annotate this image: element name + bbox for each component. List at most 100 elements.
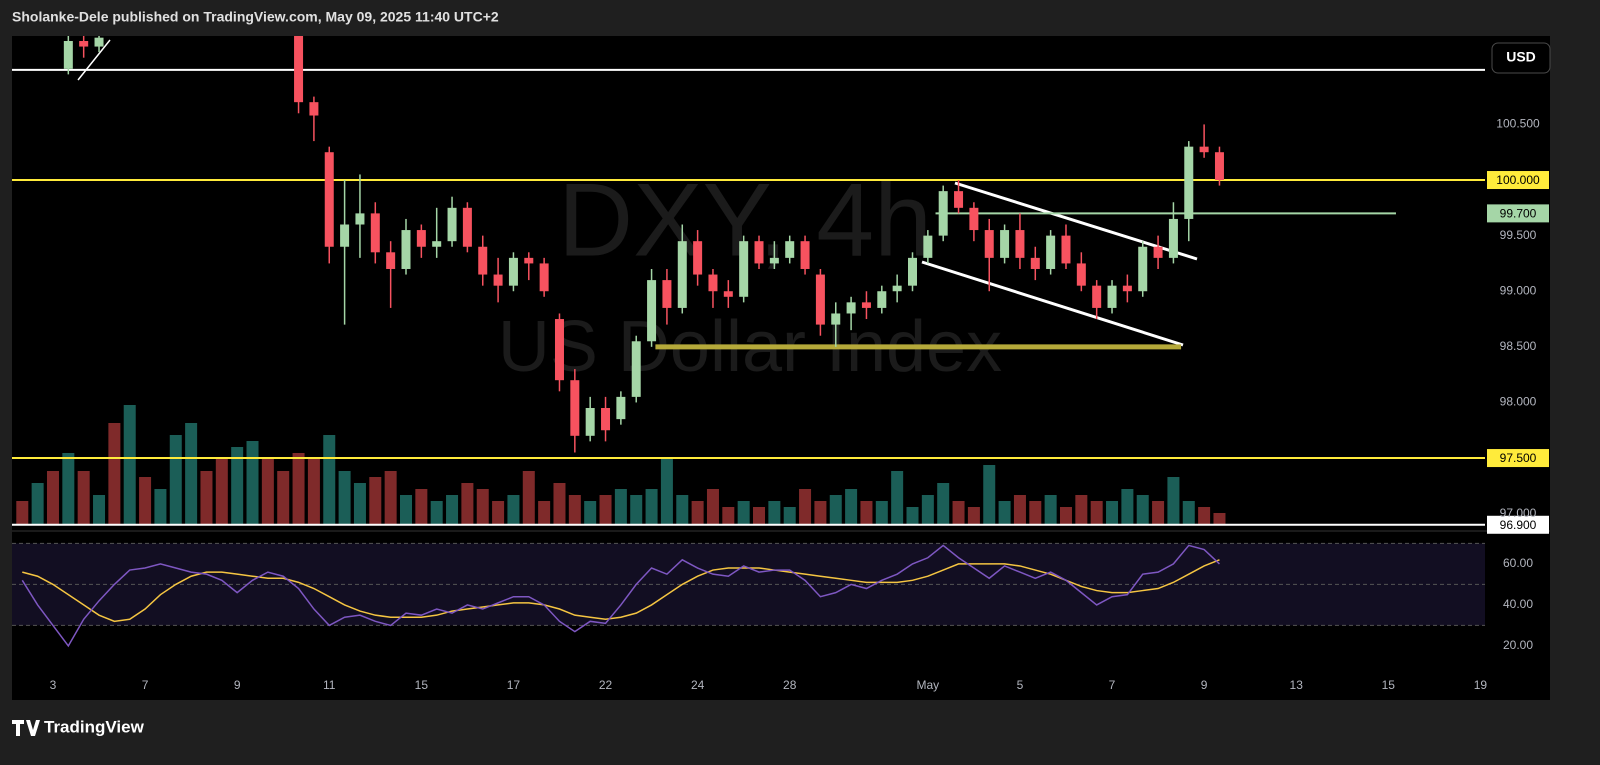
candle-body [1184,146,1194,219]
currency-button[interactable] [1491,42,1551,74]
level-label-box [1487,171,1549,190]
x-tick-label: 22 [599,678,613,692]
volume-bar [1090,501,1103,525]
volume-bar [399,495,412,525]
volume-bar [676,495,689,525]
footer-brand: TradingView [44,717,145,736]
volume-bar [246,441,259,525]
candle-body [723,291,733,297]
candle-body [493,274,503,286]
volume-bar [77,471,90,525]
rsi-tick-label: 20.00 [1503,638,1533,652]
candle-body [800,241,810,269]
candle-body [432,241,442,247]
rsi-pane [12,542,1485,648]
y-tick-label: 98.500 [1500,339,1537,353]
candle-body [79,41,89,47]
volume-bar [430,501,443,525]
y-tick-label: 99.000 [1500,283,1537,297]
volume-bar [814,501,827,525]
volume-bar [108,423,121,525]
candle-body [462,207,472,247]
volume-bar [553,483,566,525]
candle-body [1061,235,1071,264]
x-tick-label: 24 [691,678,705,692]
volume-bar [31,483,44,525]
volume-bar [1044,495,1057,525]
x-tick-label: May [917,678,940,692]
candle-body [1015,230,1025,258]
candle-body [324,152,334,247]
volume-bar [722,507,735,525]
volume-bar [584,501,597,525]
candle-body [938,191,948,236]
volume-bar [1075,495,1088,525]
volume-bar [1136,495,1149,525]
level-label: 99.700 [1500,207,1537,221]
level-label: 96.900 [1500,518,1537,532]
volume-bar [1182,501,1195,525]
volume-bar [630,495,643,525]
candle-body [355,213,365,225]
y-tick-label: 97.000 [1500,506,1537,520]
volume-bar [845,489,858,525]
candle-body [570,380,580,436]
candle-body [63,41,73,69]
candle-body [769,257,779,264]
volume-bar [1121,489,1134,525]
candle-body [386,252,396,269]
level-label-box [1487,515,1549,534]
volume-bar [1198,507,1211,525]
candle-body [754,241,764,264]
volume-bar [768,501,781,525]
rsi-tick-label: 60.00 [1503,556,1533,570]
candle-body [984,230,994,258]
candle-body [616,396,626,420]
volume-bar [998,501,1011,525]
volume-bar [860,501,873,525]
candle-body [892,285,902,292]
x-tick-label: 28 [783,678,797,692]
volume-bar [891,471,904,525]
volume-bar [231,447,244,525]
volume-bar [753,507,766,525]
volume-bar [384,471,397,525]
rsi-ma-line [22,559,1220,623]
candle-body [1092,285,1102,308]
currency: USD [1506,49,1536,65]
volume-bar [1167,477,1180,525]
candle-body [846,302,856,314]
volume-bar [415,489,428,525]
candle-body [539,263,549,292]
x-tick-label: 13 [1290,678,1304,692]
volume-bar [706,489,719,525]
volume-bar [200,471,213,525]
candle-body [601,408,611,431]
volume-bar [446,495,459,525]
volume-bar [492,501,505,525]
volume-bar [353,483,366,525]
volume-bar [937,483,950,525]
x-tick-label: 5 [1017,678,1024,692]
volume-bar [829,495,842,525]
candle-body [693,241,703,275]
candle-body [1030,257,1040,269]
candle-body [309,102,319,116]
candle-body [1076,263,1086,286]
volume-bar [983,465,996,525]
rsi-line [21,544,1220,648]
volume-bar [169,435,182,525]
candle-body [708,274,718,292]
volume-bar [1013,495,1026,525]
volume-bar [93,495,106,525]
volume-bar [123,405,136,525]
rsi-tick-label: 40.00 [1503,597,1533,611]
y-tick-label: 100.500 [1496,117,1540,131]
volume-bar [1106,501,1119,525]
volume-bar [139,477,152,525]
candle-body [1153,246,1163,258]
x-tick-label: 9 [234,678,241,692]
candle-body [923,235,933,258]
candle-body [739,241,749,297]
